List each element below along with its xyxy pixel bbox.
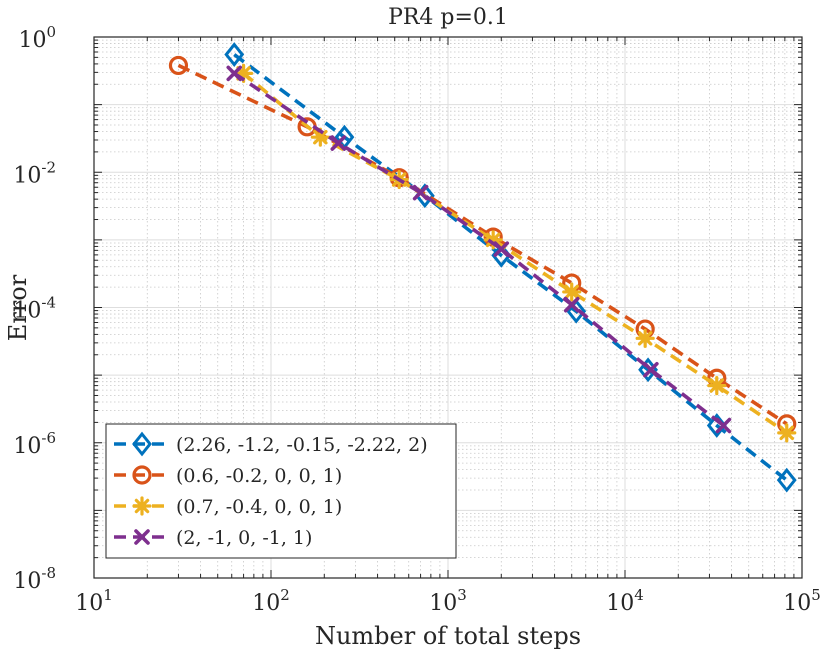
series-1-point [776, 467, 797, 493]
x-tick-label: 105 [783, 586, 821, 616]
y-tick-label: 10-6 [13, 429, 56, 459]
legend-label: (0.7, -0.4, 0, 0, 1) [176, 496, 342, 518]
y-tick-label: 100 [18, 23, 56, 53]
series-3-point [707, 376, 727, 396]
series-4-point [643, 361, 659, 378]
legend: (2.26, -1.2, -0.15, -2.22, 2) (0.6, -0.2,… [105, 423, 457, 559]
series-2-point [168, 55, 189, 76]
series-4-point [226, 65, 243, 82]
grid-group [94, 37, 802, 578]
legend-label: (2, -1, 0, -1, 1) [176, 527, 312, 549]
y-tick-label: 10-8 [13, 564, 56, 594]
series-4-point [330, 135, 347, 151]
series-3-point [777, 423, 797, 443]
x-axis-title: Number of total steps [315, 622, 581, 650]
series-4-point [715, 417, 732, 434]
y-tick-label: 10-4 [13, 294, 56, 324]
x-tick-label: 102 [252, 586, 290, 616]
series-4-point [563, 296, 580, 313]
series-1 [224, 42, 797, 493]
legend-label: (0.6, -0.2, 0, 0, 1) [176, 465, 342, 487]
series-3-point [310, 127, 330, 147]
x-tick-label: 103 [429, 586, 467, 616]
legend-marker [134, 529, 150, 545]
ticks-group [93, 36, 803, 579]
series-1-line [233, 53, 788, 482]
series-3-point [233, 63, 254, 83]
series-4 [226, 65, 732, 434]
x-tick-label: 104 [606, 586, 644, 616]
series-4-point [412, 184, 429, 201]
chart-title: PR4 p=0.1 [388, 5, 508, 30]
legend-marker [132, 431, 152, 457]
legend-marker [132, 465, 152, 485]
x-tick-label: 101 [75, 586, 113, 616]
series-1-point [224, 42, 245, 67]
legend-box [105, 423, 457, 559]
y-tick-label: 10-2 [13, 158, 56, 188]
series-3-point [562, 282, 582, 302]
series-4-point [493, 241, 510, 257]
series-3-point [635, 328, 655, 348]
series-3-line [242, 71, 788, 435]
legend-label: (2.26, -1.2, -0.15, -2.22, 2) [176, 434, 428, 456]
legend-marker [132, 496, 152, 516]
y-axis-title: Error [4, 274, 32, 341]
series-3-point [483, 230, 503, 250]
